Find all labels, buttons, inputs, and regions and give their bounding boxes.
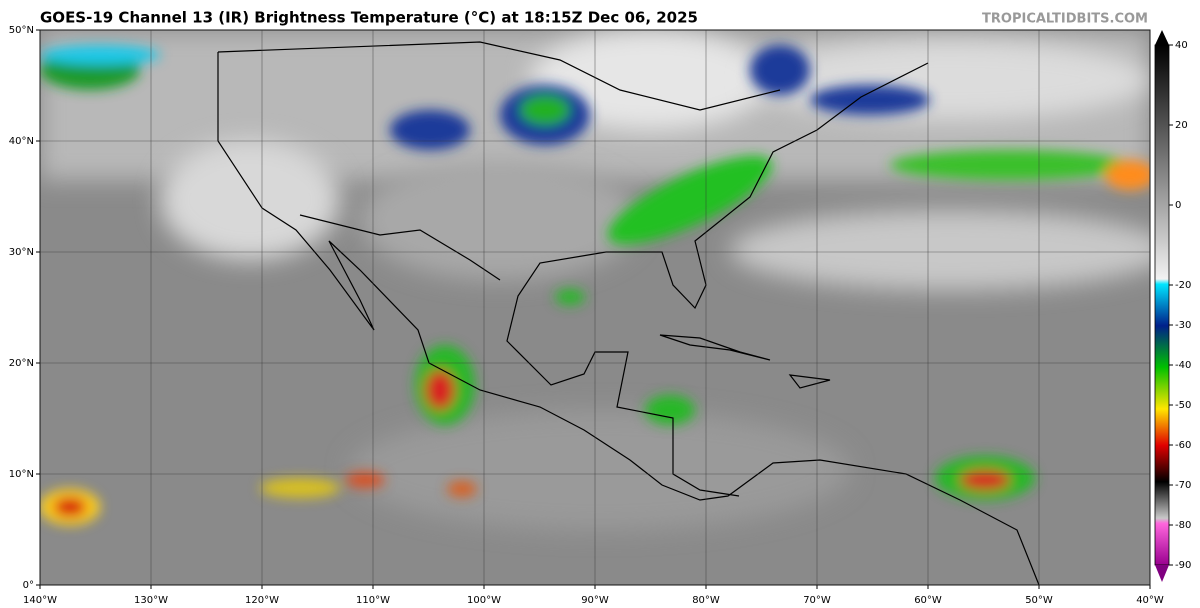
x-tick-label: 70°W <box>803 595 831 606</box>
colorbar-tick-label: -20 <box>1175 280 1191 291</box>
x-tick-label: 40°W <box>1136 595 1164 606</box>
source-label: TROPICALTIDBITS.COM <box>982 12 1148 27</box>
x-tick-label: 80°W <box>692 595 720 606</box>
colorbar-tick-label: -50 <box>1175 400 1191 411</box>
colorbar-tick-label: -80 <box>1175 520 1191 531</box>
x-tick-label: 130°W <box>134 595 168 606</box>
colorbar-extend-bottom <box>1155 565 1169 582</box>
x-tick-label: 100°W <box>467 595 501 606</box>
colorbar-extend-top <box>1155 30 1169 45</box>
y-tick-label: 20°N <box>9 358 34 369</box>
satellite-image <box>40 30 1150 585</box>
y-tick-label: 40°N <box>9 136 34 147</box>
map-title: GOES-19 Channel 13 (IR) Brightness Tempe… <box>40 9 698 27</box>
y-tick-label: 50°N <box>9 25 34 36</box>
x-tick-label: 50°W <box>1025 595 1053 606</box>
colorbar-tick-label: -60 <box>1175 440 1191 451</box>
x-tick-label: 120°W <box>245 595 279 606</box>
y-tick-label: 30°N <box>9 247 34 258</box>
colorbar-tick-label: -70 <box>1175 480 1191 491</box>
colorbar-tick-label: 20 <box>1175 120 1188 131</box>
x-tick-label: 110°W <box>356 595 390 606</box>
colorbar-tick-label: -90 <box>1175 560 1191 571</box>
colorbar-tick-label: -40 <box>1175 360 1191 371</box>
colorbar-tick-label: 40 <box>1175 40 1188 51</box>
x-tick-label: 140°W <box>23 595 57 606</box>
x-tick-label: 60°W <box>914 595 942 606</box>
colorbar-tick-label: -30 <box>1175 320 1191 331</box>
colorbar <box>1154 44 1170 566</box>
colorbar-tick-label: 0 <box>1175 200 1181 211</box>
x-tick-label: 90°W <box>581 595 609 606</box>
y-tick-label: 10°N <box>9 469 34 480</box>
y-tick-label: 0° <box>23 580 34 591</box>
